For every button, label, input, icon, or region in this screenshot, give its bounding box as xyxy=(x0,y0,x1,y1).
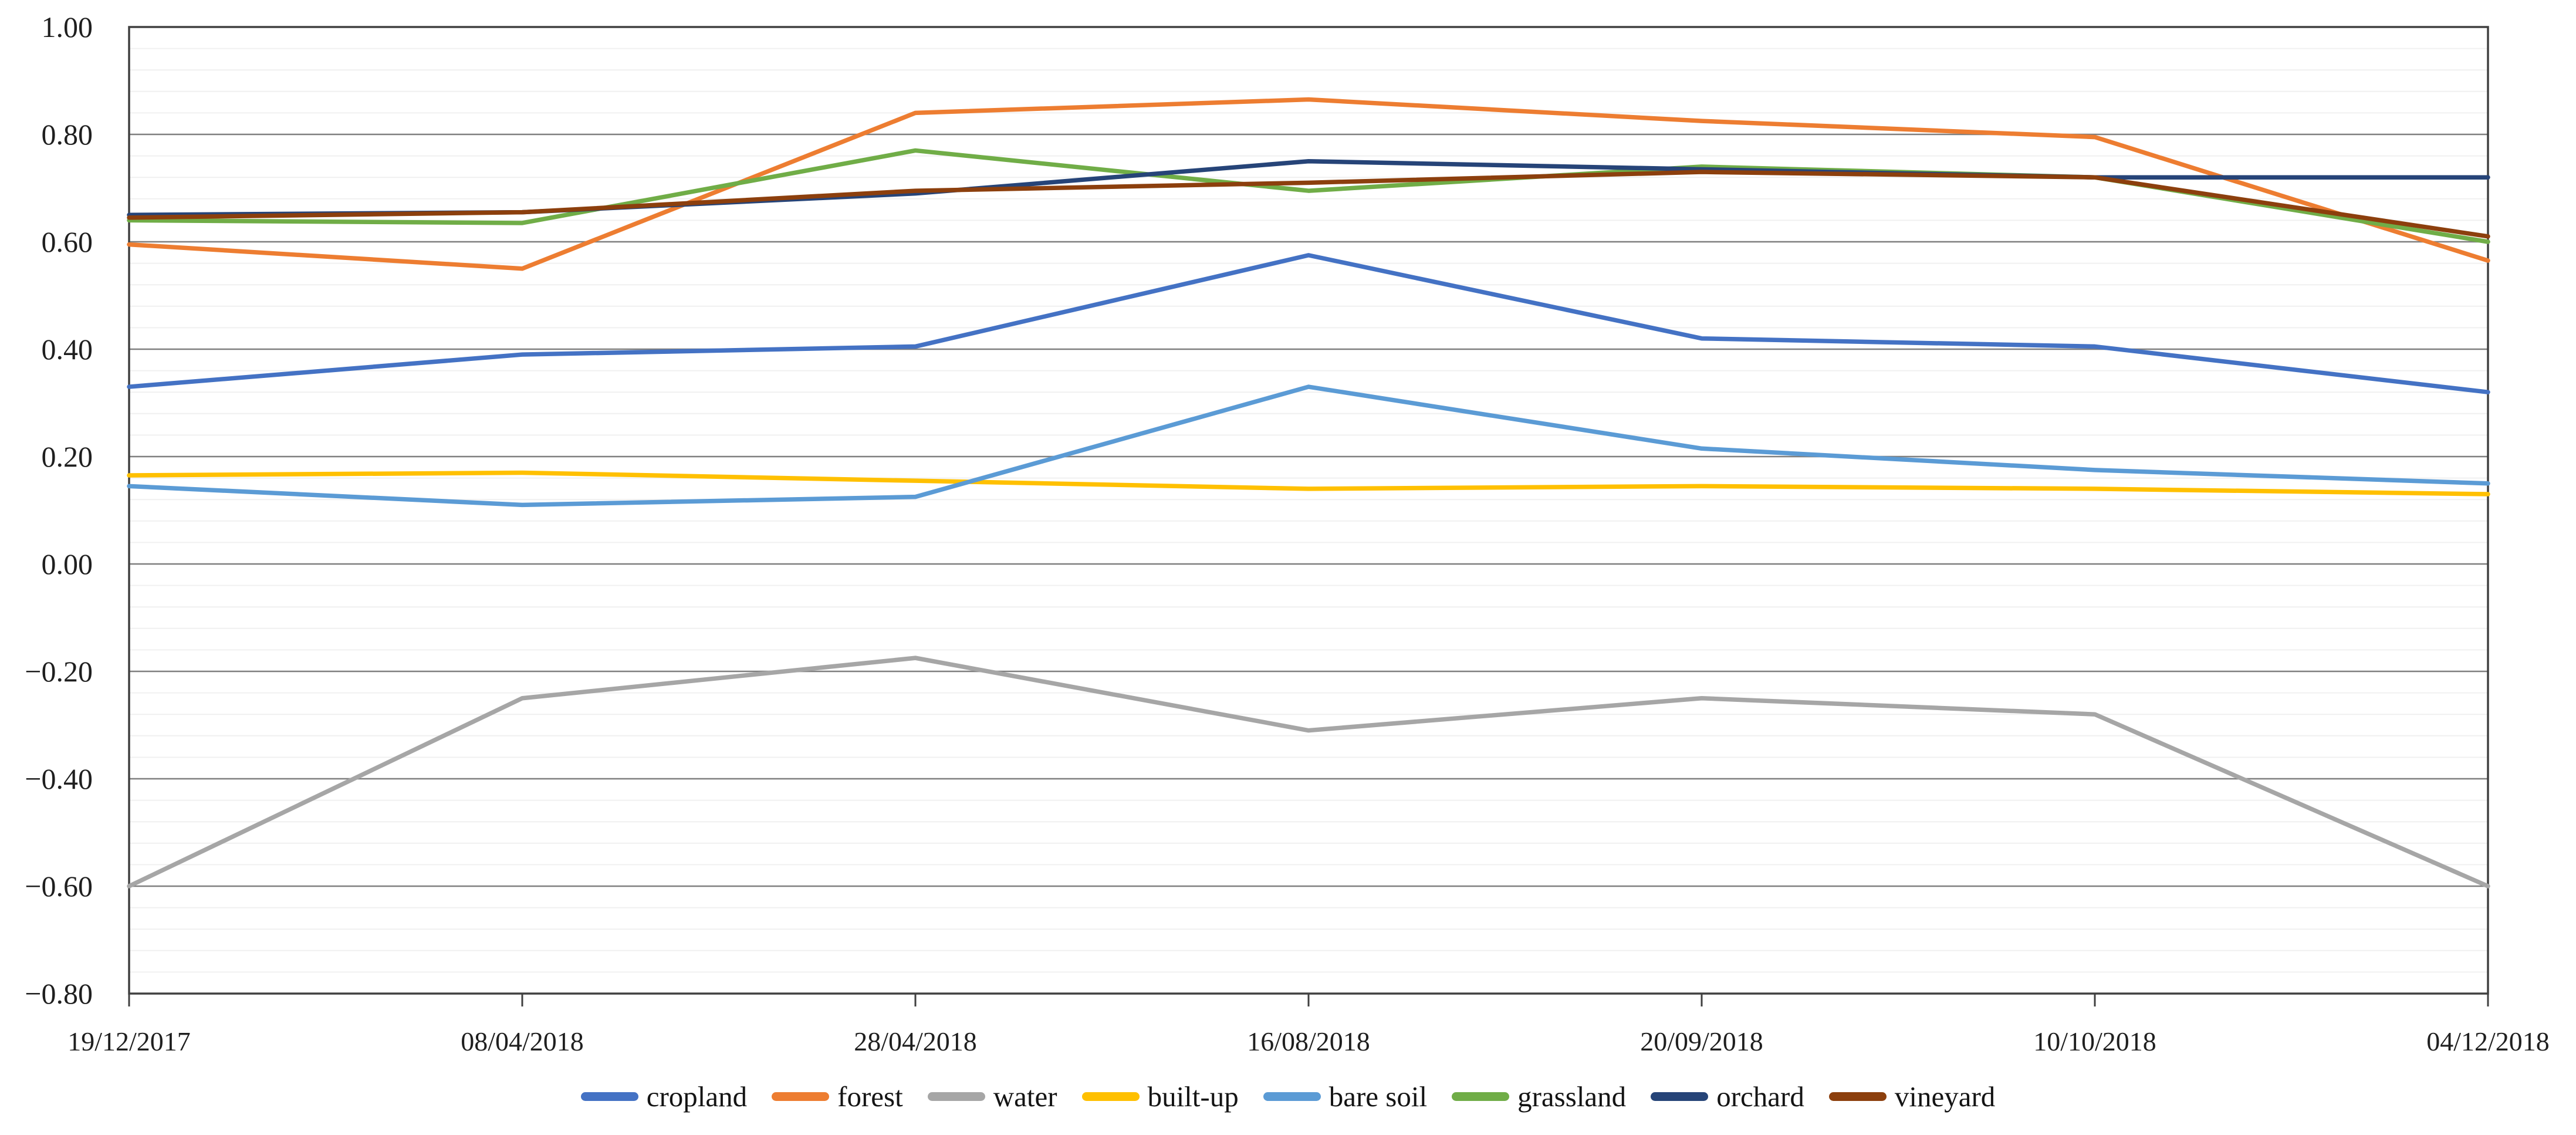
legend-label: vineyard xyxy=(1894,1080,1996,1113)
plot-border xyxy=(128,26,2489,995)
series-line-bare-soil xyxy=(127,384,2490,508)
legend-label: built-up xyxy=(1147,1080,1239,1113)
legend-line-marker xyxy=(772,1092,830,1101)
legend-item-bare-soil: bare soil xyxy=(1263,1082,1427,1111)
legend-line-marker xyxy=(1081,1092,1140,1101)
legend-label: water xyxy=(993,1080,1057,1113)
x-axis-label: 10/10/2018 xyxy=(2033,1026,2156,1056)
x-axis-label: 19/12/2017 xyxy=(67,1026,191,1056)
y-axis-label: 0.20 xyxy=(42,440,93,473)
legend-line-marker xyxy=(927,1092,985,1101)
legend-item-orchard: orchard xyxy=(1651,1082,1804,1111)
chart-legend: cropland forest water built-up bare soil gras… xyxy=(0,1082,2576,1111)
legend-item-cropland: cropland xyxy=(580,1080,748,1113)
x-axis-label: 28/04/2018 xyxy=(854,1026,977,1056)
legend-line-marker xyxy=(1263,1092,1321,1101)
x-axis-label: 08/04/2018 xyxy=(461,1026,584,1056)
legend-label: cropland xyxy=(646,1080,748,1113)
y-axis-label: 0.40 xyxy=(42,333,93,366)
y-axis-label: −0.60 xyxy=(25,870,93,903)
series-line-cropland xyxy=(127,253,2490,394)
y-axis-label: 0.00 xyxy=(42,548,93,580)
series-line-grassland xyxy=(127,148,2490,244)
legend-label: forest xyxy=(837,1080,903,1113)
legend-line-marker xyxy=(1452,1092,1510,1101)
legend-label: orchard xyxy=(1716,1080,1804,1113)
legend-line-marker xyxy=(1828,1092,1887,1101)
x-axis-label: 16/08/2018 xyxy=(1247,1026,1370,1056)
series-line-orchard xyxy=(127,159,2490,217)
legend-label: bare soil xyxy=(1328,1080,1428,1113)
legend-item-water: water xyxy=(927,1080,1057,1113)
series-line-built-up xyxy=(127,470,2490,496)
legend-label: grassland xyxy=(1517,1080,1627,1113)
series-line-vineyard xyxy=(127,170,2490,239)
y-axis-label: 0.80 xyxy=(42,118,93,151)
x-axis-label: 04/12/2018 xyxy=(2426,1026,2550,1056)
y-axis-label: −0.80 xyxy=(25,977,93,1010)
legend-item-built-up: built-up xyxy=(1081,1080,1239,1113)
y-axis-label: −0.40 xyxy=(25,762,93,795)
legend-item-forest: forest xyxy=(772,1082,903,1111)
x-axis-label: 20/09/2018 xyxy=(1640,1026,1763,1056)
legend-item-grassland: grassland xyxy=(1452,1082,1626,1111)
series-line-water xyxy=(127,656,2490,889)
y-axis-label: −0.20 xyxy=(25,655,93,688)
series-line-forest xyxy=(127,97,2490,271)
y-axis-label: 0.60 xyxy=(42,225,93,258)
legend-item-vineyard: vineyard xyxy=(1828,1080,1996,1113)
legend-line-marker xyxy=(1651,1092,1709,1101)
legend-line-marker xyxy=(580,1092,638,1101)
y-axis-label: 1.00 xyxy=(42,11,93,43)
